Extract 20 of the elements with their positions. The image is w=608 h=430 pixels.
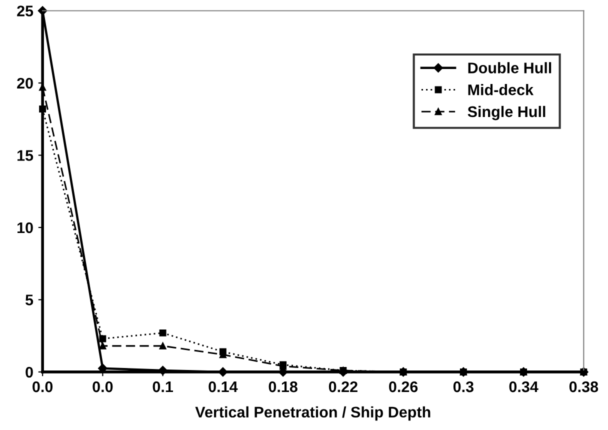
y-tick-label: 10 <box>18 222 33 234</box>
y-tick-label: 20 <box>17 78 33 89</box>
x-tick-label: 0.3 <box>453 381 474 392</box>
x-tick-label: 0.22 <box>328 381 358 392</box>
x-tick-label: 0.26 <box>389 381 418 392</box>
x-tick-label: 0.0 <box>32 381 53 392</box>
x-axis-title: Vertical Penetration / Ship Depth <box>195 406 430 421</box>
y-tick-label: 5 <box>26 294 34 306</box>
y-tick-label: 25 <box>17 6 34 16</box>
x-tick-label: 0.0 <box>92 381 113 392</box>
x-tick-label: 0.34 <box>509 381 538 392</box>
legend-label: Double Hull <box>468 62 552 74</box>
legend-label: Mid-deck <box>468 84 534 96</box>
legend-label: Single Hull <box>468 106 546 120</box>
y-tick-label: 0 <box>26 366 33 378</box>
y-tick-label: 15 <box>18 150 34 161</box>
x-tick-label: 0.18 <box>268 381 298 392</box>
x-tick-label: 0.14 <box>208 381 238 392</box>
x-tick-label: 0.1 <box>152 381 174 392</box>
x-tick-label: 0.38 <box>569 381 598 392</box>
